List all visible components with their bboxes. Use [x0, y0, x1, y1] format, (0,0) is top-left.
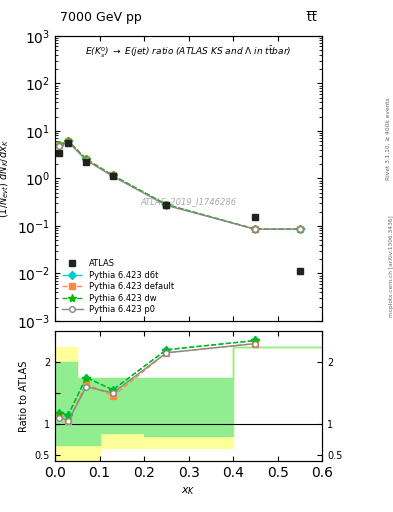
Pythia 6.423 d6t: [164, 202, 169, 208]
Text: mcplots.cern.ch [arXiv:1306.3436]: mcplots.cern.ch [arXiv:1306.3436]: [389, 216, 393, 317]
ATLAS: [84, 159, 88, 165]
Pythia 6.423 d6t: [253, 226, 258, 232]
ATLAS: [164, 202, 169, 208]
Pythia 6.423 p0: [66, 139, 71, 145]
Pythia 6.423 dw: [298, 226, 302, 232]
ATLAS: [253, 215, 258, 221]
Line: Pythia 6.423 d6t: Pythia 6.423 d6t: [57, 139, 303, 232]
Pythia 6.423 d6t: [298, 226, 302, 232]
Pythia 6.423 default: [164, 202, 169, 208]
Line: Pythia 6.423 dw: Pythia 6.423 dw: [55, 137, 304, 233]
Pythia 6.423 default: [253, 226, 258, 232]
ATLAS: [110, 174, 115, 180]
Line: ATLAS: ATLAS: [56, 140, 303, 275]
Text: ATLAS_2019_I1746286: ATLAS_2019_I1746286: [141, 197, 237, 206]
Pythia 6.423 p0: [298, 226, 302, 232]
Pythia 6.423 p0: [110, 174, 115, 180]
Pythia 6.423 p0: [57, 143, 62, 149]
Line: Pythia 6.423 default: Pythia 6.423 default: [57, 138, 303, 232]
Pythia 6.423 d6t: [57, 142, 62, 148]
Pythia 6.423 dw: [66, 138, 71, 144]
Legend: ATLAS, Pythia 6.423 d6t, Pythia 6.423 default, Pythia 6.423 dw, Pythia 6.423 p0: ATLAS, Pythia 6.423 d6t, Pythia 6.423 de…: [59, 257, 177, 317]
Pythia 6.423 d6t: [110, 173, 115, 179]
Pythia 6.423 dw: [253, 226, 258, 232]
Y-axis label: Ratio to ATLAS: Ratio to ATLAS: [19, 360, 29, 432]
Pythia 6.423 dw: [84, 156, 88, 162]
Pythia 6.423 default: [110, 173, 115, 179]
Pythia 6.423 default: [84, 156, 88, 162]
Pythia 6.423 p0: [164, 202, 169, 208]
ATLAS: [66, 140, 71, 146]
Text: t̅t̅: t̅t̅: [307, 11, 317, 25]
Pythia 6.423 d6t: [66, 138, 71, 144]
Pythia 6.423 default: [57, 142, 62, 148]
Line: Pythia 6.423 p0: Pythia 6.423 p0: [57, 139, 303, 232]
Text: Rivet 3.1.10, ≥ 400k events: Rivet 3.1.10, ≥ 400k events: [386, 97, 391, 180]
Pythia 6.423 dw: [164, 202, 169, 208]
Text: 7000 GeV pp: 7000 GeV pp: [61, 11, 142, 25]
Pythia 6.423 default: [298, 226, 302, 232]
Text: E(K$^0_s$) $\rightarrow$ E(jet) ratio (ATLAS KS and $\Lambda$ in t$\bar{\rm t}$b: E(K$^0_s$) $\rightarrow$ E(jet) ratio (A…: [86, 45, 292, 60]
ATLAS: [298, 268, 302, 274]
Pythia 6.423 p0: [84, 157, 88, 163]
Pythia 6.423 dw: [57, 142, 62, 148]
ATLAS: [57, 150, 62, 156]
X-axis label: $x_K$: $x_K$: [182, 485, 196, 497]
Pythia 6.423 dw: [110, 173, 115, 179]
Pythia 6.423 p0: [253, 226, 258, 232]
Y-axis label: $(1/N_{evt})$ $dN_K/dx_K$: $(1/N_{evt})$ $dN_K/dx_K$: [0, 139, 11, 218]
Pythia 6.423 default: [66, 138, 71, 144]
Pythia 6.423 d6t: [84, 156, 88, 162]
